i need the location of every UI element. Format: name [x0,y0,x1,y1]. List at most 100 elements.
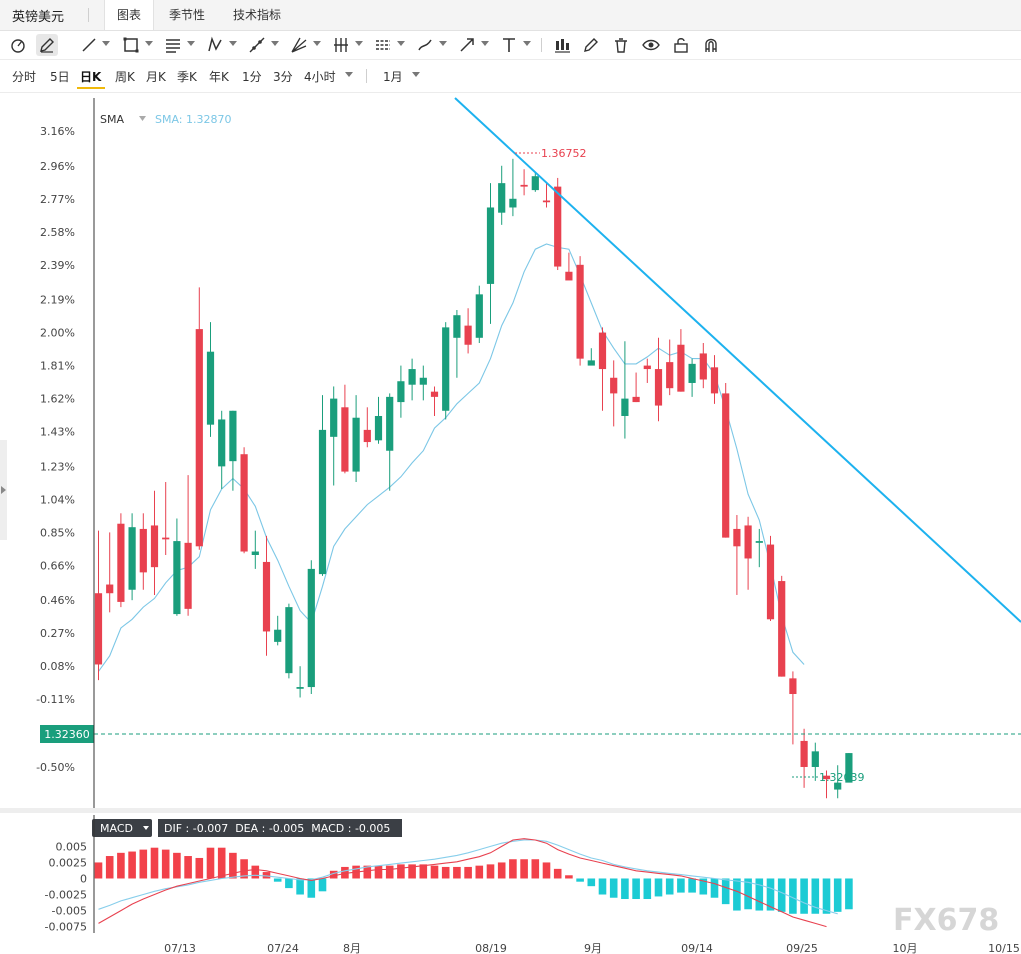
macd-bar [285,878,293,889]
trendline[interactable] [454,97,1021,623]
chevron-down-icon[interactable] [397,41,405,46]
candle-body [251,551,259,555]
current-price-badge [40,725,94,743]
candle-body [117,523,125,602]
channel-icon[interactable] [246,34,268,56]
macd-bar [621,878,629,900]
chevron-down-icon[interactable] [271,41,279,46]
candle-body [206,351,215,425]
chevron-down-icon[interactable] [481,41,489,46]
chevron-down-icon[interactable] [345,72,353,77]
tab-chart[interactable]: 图表 [104,0,154,30]
tf-1min[interactable]: 1分 [242,70,262,84]
candle-body [285,607,293,674]
chevron-down-icon[interactable] [439,41,447,46]
candle-body [453,315,461,338]
expand-icon[interactable] [1,486,6,494]
candle-body [621,398,629,416]
trash-icon[interactable] [610,34,632,56]
macd-bar [397,864,405,879]
macd-bar [128,851,136,879]
x-tick-label: 08/19 [475,942,507,954]
pencil-icon[interactable] [36,34,58,56]
candle-body [374,415,383,441]
cursor-icon[interactable] [7,34,29,56]
tf-weekly[interactable]: 周K [115,70,135,84]
y-tick-label: 0.27% [40,627,75,640]
macd-bar [609,878,618,898]
tab-indicators[interactable]: 技术指标 [232,8,281,22]
magnet-icon[interactable] [700,34,722,56]
arrow-icon[interactable] [456,34,478,56]
range-select[interactable]: 1月 [383,70,403,84]
y-tick-label: 2.77% [40,193,75,206]
text-icon[interactable] [498,34,520,56]
x-tick-label: 09/25 [786,942,818,954]
chevron-down-icon[interactable] [139,116,146,121]
x-tick-label: 8月 [343,942,361,954]
chevron-down-icon[interactable] [102,41,110,46]
divider [366,69,367,83]
tf-monthly[interactable]: 月K [146,70,166,84]
watermark: FX678 [893,903,999,938]
bars-icon[interactable] [330,34,352,56]
edit-icon[interactable] [580,34,602,56]
candle-body [184,542,192,609]
candle-body [789,678,797,695]
brush-icon[interactable] [414,34,436,56]
macd-bar [296,878,304,895]
macd-bar [117,852,125,879]
chevron-down-icon[interactable] [313,41,321,46]
candle-body [307,568,315,688]
macd-bar [385,865,394,879]
price-chart[interactable]: 3.16% 2.96% 2.77% 2.58% 2.39% 2.19% 2.00% 1.81%… [0,92,1021,954]
macd-bar [733,878,741,911]
current-price-value: 1.32360 [44,728,90,741]
macd-bar [699,878,708,895]
tf-intraday[interactable]: 分时 [12,70,37,84]
macd-bar [800,878,808,914]
chevron-down-icon[interactable] [143,826,149,830]
y-tick-label: 2.19% [40,294,75,307]
tf-4hour[interactable]: 4小时 [304,70,336,84]
macd-bar [419,864,428,879]
macd-bar [341,866,349,879]
macd-selector[interactable] [92,819,152,837]
lock-icon[interactable] [670,34,692,56]
chevron-down-icon[interactable] [187,41,195,46]
tf-5day[interactable]: 5日 [50,70,70,84]
pattern-icon[interactable] [204,34,226,56]
macd-bar [755,878,764,911]
line-icon[interactable] [78,34,100,56]
chevron-down-icon[interactable] [412,72,420,77]
rectangle-icon[interactable] [120,34,142,56]
tf-yearly[interactable]: 年K [209,70,229,84]
chevron-down-icon[interactable] [229,41,237,46]
chevron-down-icon[interactable] [523,41,531,46]
y-tick-label: 3.16% [40,125,75,138]
y-tick-label: 1.43% [40,426,75,439]
pane-separator[interactable] [0,808,1021,813]
macd-bar [833,878,842,912]
tf-daily[interactable]: 日K [80,70,102,84]
candles-icon[interactable] [551,34,573,56]
macd-values-bar [158,819,402,837]
tf-3min[interactable]: 3分 [273,70,293,84]
candle-body [341,407,349,472]
sma-line [98,243,805,672]
tab-seasonality[interactable]: 季节性 [168,8,205,22]
candle-body [766,544,775,620]
x-tick-label: 10月 [893,942,918,954]
macd-bar [184,856,192,879]
fib-icon[interactable] [162,34,184,56]
macd-bar [845,878,853,910]
macd-bar [520,859,528,879]
candle-body [542,200,551,203]
measure-icon[interactable] [372,34,394,56]
chevron-down-icon[interactable] [145,41,153,46]
gann-icon[interactable] [288,34,310,56]
chevron-down-icon[interactable] [355,41,363,46]
tf-quarterly[interactable]: 季K [177,70,197,84]
eye-icon[interactable] [640,34,662,56]
y-tick-label: 2.00% [40,327,75,340]
